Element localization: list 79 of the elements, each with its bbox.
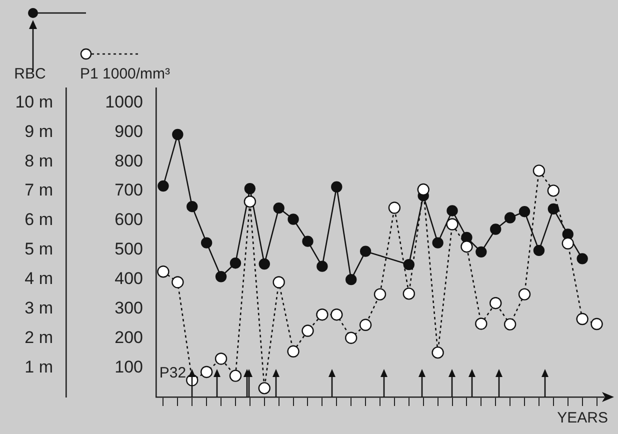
point xyxy=(288,214,299,225)
point xyxy=(446,205,458,216)
point xyxy=(518,206,530,218)
point xyxy=(287,345,300,358)
point xyxy=(186,200,198,212)
point xyxy=(229,370,242,382)
point xyxy=(316,260,328,272)
y-tick-label: 300 xyxy=(114,298,143,318)
point xyxy=(518,288,531,300)
point xyxy=(417,183,430,196)
point xyxy=(215,271,227,282)
point xyxy=(258,382,270,394)
y-tick-label: 900 xyxy=(114,122,143,141)
point xyxy=(200,237,212,248)
y2-tick-label: 1 m xyxy=(24,357,53,376)
x-axis-title: YEARS xyxy=(557,410,608,427)
y-tick-label: 100 xyxy=(114,357,143,376)
y2-tick-label: 8 m xyxy=(24,151,53,170)
point xyxy=(576,253,588,264)
point xyxy=(432,237,444,248)
point xyxy=(172,276,184,288)
point xyxy=(548,203,560,215)
point xyxy=(158,180,169,192)
point xyxy=(533,244,545,256)
point xyxy=(273,202,284,214)
point xyxy=(345,274,357,286)
point xyxy=(388,202,401,214)
point xyxy=(244,195,256,208)
point xyxy=(403,258,415,270)
y-tick-label: 600 xyxy=(114,210,143,230)
point xyxy=(374,288,386,300)
point xyxy=(460,240,473,253)
y-tick-label: 1000 xyxy=(105,92,143,112)
point xyxy=(302,236,314,247)
point xyxy=(272,276,285,288)
point xyxy=(562,237,574,250)
y2-tick-label: 10 m xyxy=(15,92,53,112)
point xyxy=(490,224,502,235)
point xyxy=(504,212,516,224)
point xyxy=(230,258,242,269)
y2-tick-label: 4 m xyxy=(24,268,53,288)
point xyxy=(547,184,560,197)
point xyxy=(402,288,416,300)
point xyxy=(590,318,603,330)
point xyxy=(532,164,546,177)
point xyxy=(344,332,358,344)
y2-axis-title: RBC xyxy=(14,66,46,83)
point xyxy=(476,246,487,258)
y-axis-title: P1 1000/mm³ xyxy=(80,66,170,83)
point xyxy=(331,181,342,192)
y2-tick-label: 2 m xyxy=(24,328,53,347)
y2-tick-label: 9 m xyxy=(24,122,53,141)
point xyxy=(359,318,372,331)
point xyxy=(432,346,444,359)
y2-tick-label: 6 m xyxy=(24,210,53,230)
annotation: P32 xyxy=(159,364,186,382)
point xyxy=(330,308,343,321)
y2-tick-label: 5 m xyxy=(24,240,53,259)
point xyxy=(157,266,170,278)
y-tick-label: 700 xyxy=(114,180,143,200)
point xyxy=(504,318,516,330)
y-tick-label: 400 xyxy=(114,268,143,288)
point xyxy=(214,352,228,365)
y-tick-label: 500 xyxy=(114,240,143,259)
point xyxy=(490,297,502,310)
point xyxy=(446,218,458,230)
point xyxy=(258,258,270,270)
point xyxy=(360,246,372,257)
point xyxy=(244,183,256,194)
y2-tick-label: 3 m xyxy=(24,298,53,318)
y-tick-label: 800 xyxy=(114,151,143,170)
y-tick-label: 200 xyxy=(114,328,143,347)
point xyxy=(172,128,184,140)
point xyxy=(200,366,213,378)
point xyxy=(302,324,314,337)
point xyxy=(576,312,588,326)
point xyxy=(316,308,328,321)
point xyxy=(475,318,488,330)
y2-tick-label: 7 m xyxy=(24,180,53,200)
